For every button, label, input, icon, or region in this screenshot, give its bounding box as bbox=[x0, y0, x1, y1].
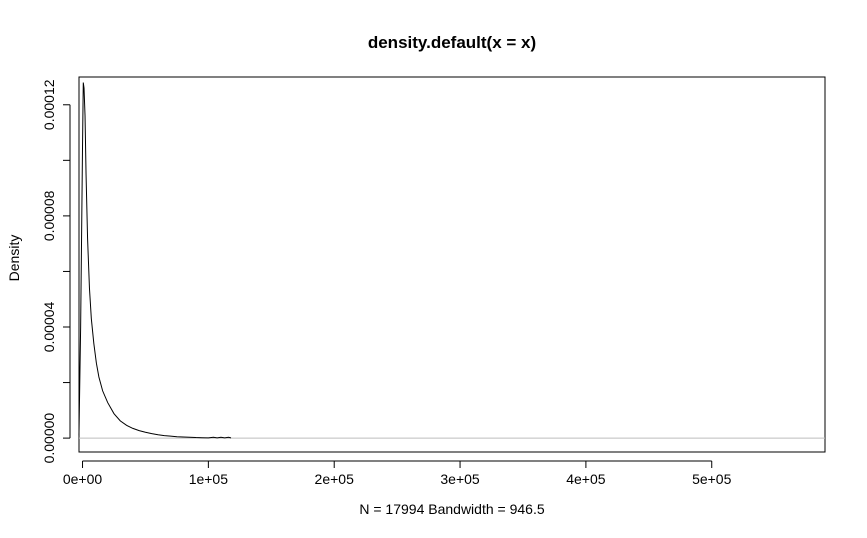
x-axis: 0e+00 1e+05 2e+05 3e+05 4e+05 5e+05 bbox=[63, 460, 732, 487]
x-tick-label: 0e+00 bbox=[63, 471, 103, 487]
y-tick-label: 0.00000 bbox=[41, 413, 57, 464]
x-tick-label: 2e+05 bbox=[315, 471, 355, 487]
chart-title: density.default(x = x) bbox=[368, 33, 536, 52]
y-axis: 0.00000 0.00004 0.00008 0.00012 bbox=[41, 79, 71, 464]
plot-frame bbox=[78, 76, 826, 453]
x-tick-label: 4e+05 bbox=[566, 471, 606, 487]
x-tick-label: 5e+05 bbox=[692, 471, 732, 487]
x-tick-label: 3e+05 bbox=[440, 471, 480, 487]
y-tick-label: 0.00012 bbox=[41, 79, 57, 130]
x-tick-label: 1e+05 bbox=[189, 471, 229, 487]
y-tick-label: 0.00004 bbox=[41, 301, 57, 352]
x-axis-label: N = 17994 Bandwidth = 946.5 bbox=[359, 501, 544, 517]
y-axis-label: Density bbox=[6, 235, 22, 282]
plot-area bbox=[78, 82, 825, 439]
y-tick-label: 0.00008 bbox=[41, 190, 57, 241]
density-curve bbox=[78, 82, 232, 439]
